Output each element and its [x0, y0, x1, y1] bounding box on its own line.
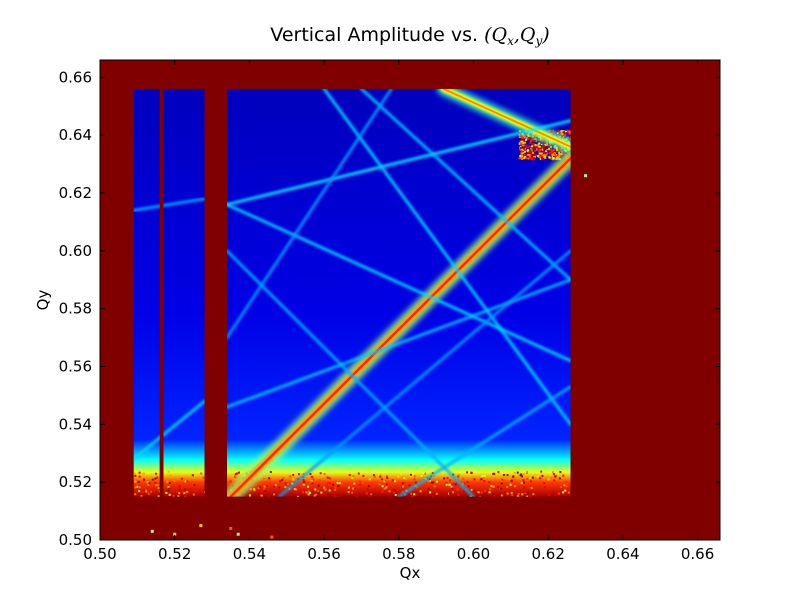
- unstable-bottom: [100, 496, 720, 540]
- unstable-left: [100, 60, 134, 540]
- heatmap-plot-area: [100, 60, 720, 540]
- title-comma: ,: [514, 24, 520, 46]
- stray-points: [150, 174, 588, 539]
- x-tick-label: 0.60: [457, 545, 490, 563]
- unstable-gap: [204, 60, 227, 540]
- title-open-paren: (: [484, 24, 492, 46]
- resonance-diagonal-qx-eq-qy: [223, 150, 579, 505]
- x-tick-label: 0.56: [307, 545, 340, 563]
- title-qx-sub: x: [507, 34, 514, 48]
- stable-region-main-region: [226, 88, 571, 497]
- title-qy-sub: y: [535, 34, 543, 48]
- title-close-paren: ): [541, 24, 549, 46]
- y-axis-label: Qy: [34, 290, 52, 311]
- x-axis-ticks: 0.50 0.52 0.54 0.56 0.58 0.60 0.62 0.64 0.66: [83, 60, 714, 563]
- x-tick-label: 0.52: [158, 545, 191, 563]
- x-tick-label: 0.64: [606, 545, 639, 563]
- stray-point: [270, 535, 274, 539]
- stable-region-left-strip-b: [163, 88, 205, 497]
- y-tick-label: 0.54: [59, 415, 92, 433]
- resonance-line-b: [225, 203, 573, 363]
- stray-point: [150, 529, 154, 533]
- x-tick-label: 0.62: [531, 545, 564, 563]
- resonance-line-h: [277, 249, 573, 499]
- x-tick-label: 0.54: [233, 545, 266, 563]
- unstable-gap: [159, 60, 164, 540]
- y-tick-label: 0.66: [59, 68, 92, 86]
- resonance-line-i: [397, 385, 573, 499]
- resonance-line-k: [132, 197, 207, 212]
- x-tick-label: 0.58: [382, 545, 415, 563]
- x-tick-label: 0.50: [83, 545, 116, 563]
- stray-point: [584, 174, 588, 178]
- y-tick-label: 0.56: [59, 358, 92, 376]
- stray-point: [199, 524, 203, 528]
- resonance-line-f: [225, 87, 393, 340]
- y-tick-label: 0.64: [59, 126, 92, 144]
- stable-regions: [133, 88, 571, 497]
- y-tick-label: 0.60: [59, 242, 92, 260]
- unstable-right: [570, 60, 720, 540]
- y-tick-label: 0.58: [59, 300, 92, 318]
- resonance-line-c: [322, 87, 573, 426]
- title-qy: Q: [520, 24, 536, 46]
- resonance-upper-band: [437, 82, 578, 154]
- title-prefix: Vertical Amplitude vs.: [270, 24, 484, 46]
- stable-region-left-strip-a: [133, 88, 160, 497]
- resonance-line-e: [225, 249, 475, 499]
- plot-frame: [99, 59, 721, 541]
- resonance-line-a: [225, 119, 573, 207]
- x-axis-label: Qx: [400, 564, 421, 582]
- y-axis-ticks: 0.50 0.52 0.54 0.56 0.58 0.60 0.62 0.64 0.66: [59, 68, 720, 549]
- stray-point: [173, 532, 177, 536]
- title-qx: Q: [492, 24, 508, 46]
- resonance-line-j: [132, 399, 207, 461]
- stray-point: [236, 532, 240, 536]
- stray-point: [229, 526, 233, 530]
- resonance-lines: [100, 60, 720, 540]
- chart-title: Vertical Amplitude vs. (Qx,Qy): [270, 24, 549, 48]
- y-tick-label: 0.52: [59, 473, 92, 491]
- y-tick-label: 0.50: [59, 531, 92, 549]
- unstable-top: [100, 60, 720, 89]
- y-tick-label: 0.62: [59, 184, 92, 202]
- x-tick-label: 0.66: [681, 545, 714, 563]
